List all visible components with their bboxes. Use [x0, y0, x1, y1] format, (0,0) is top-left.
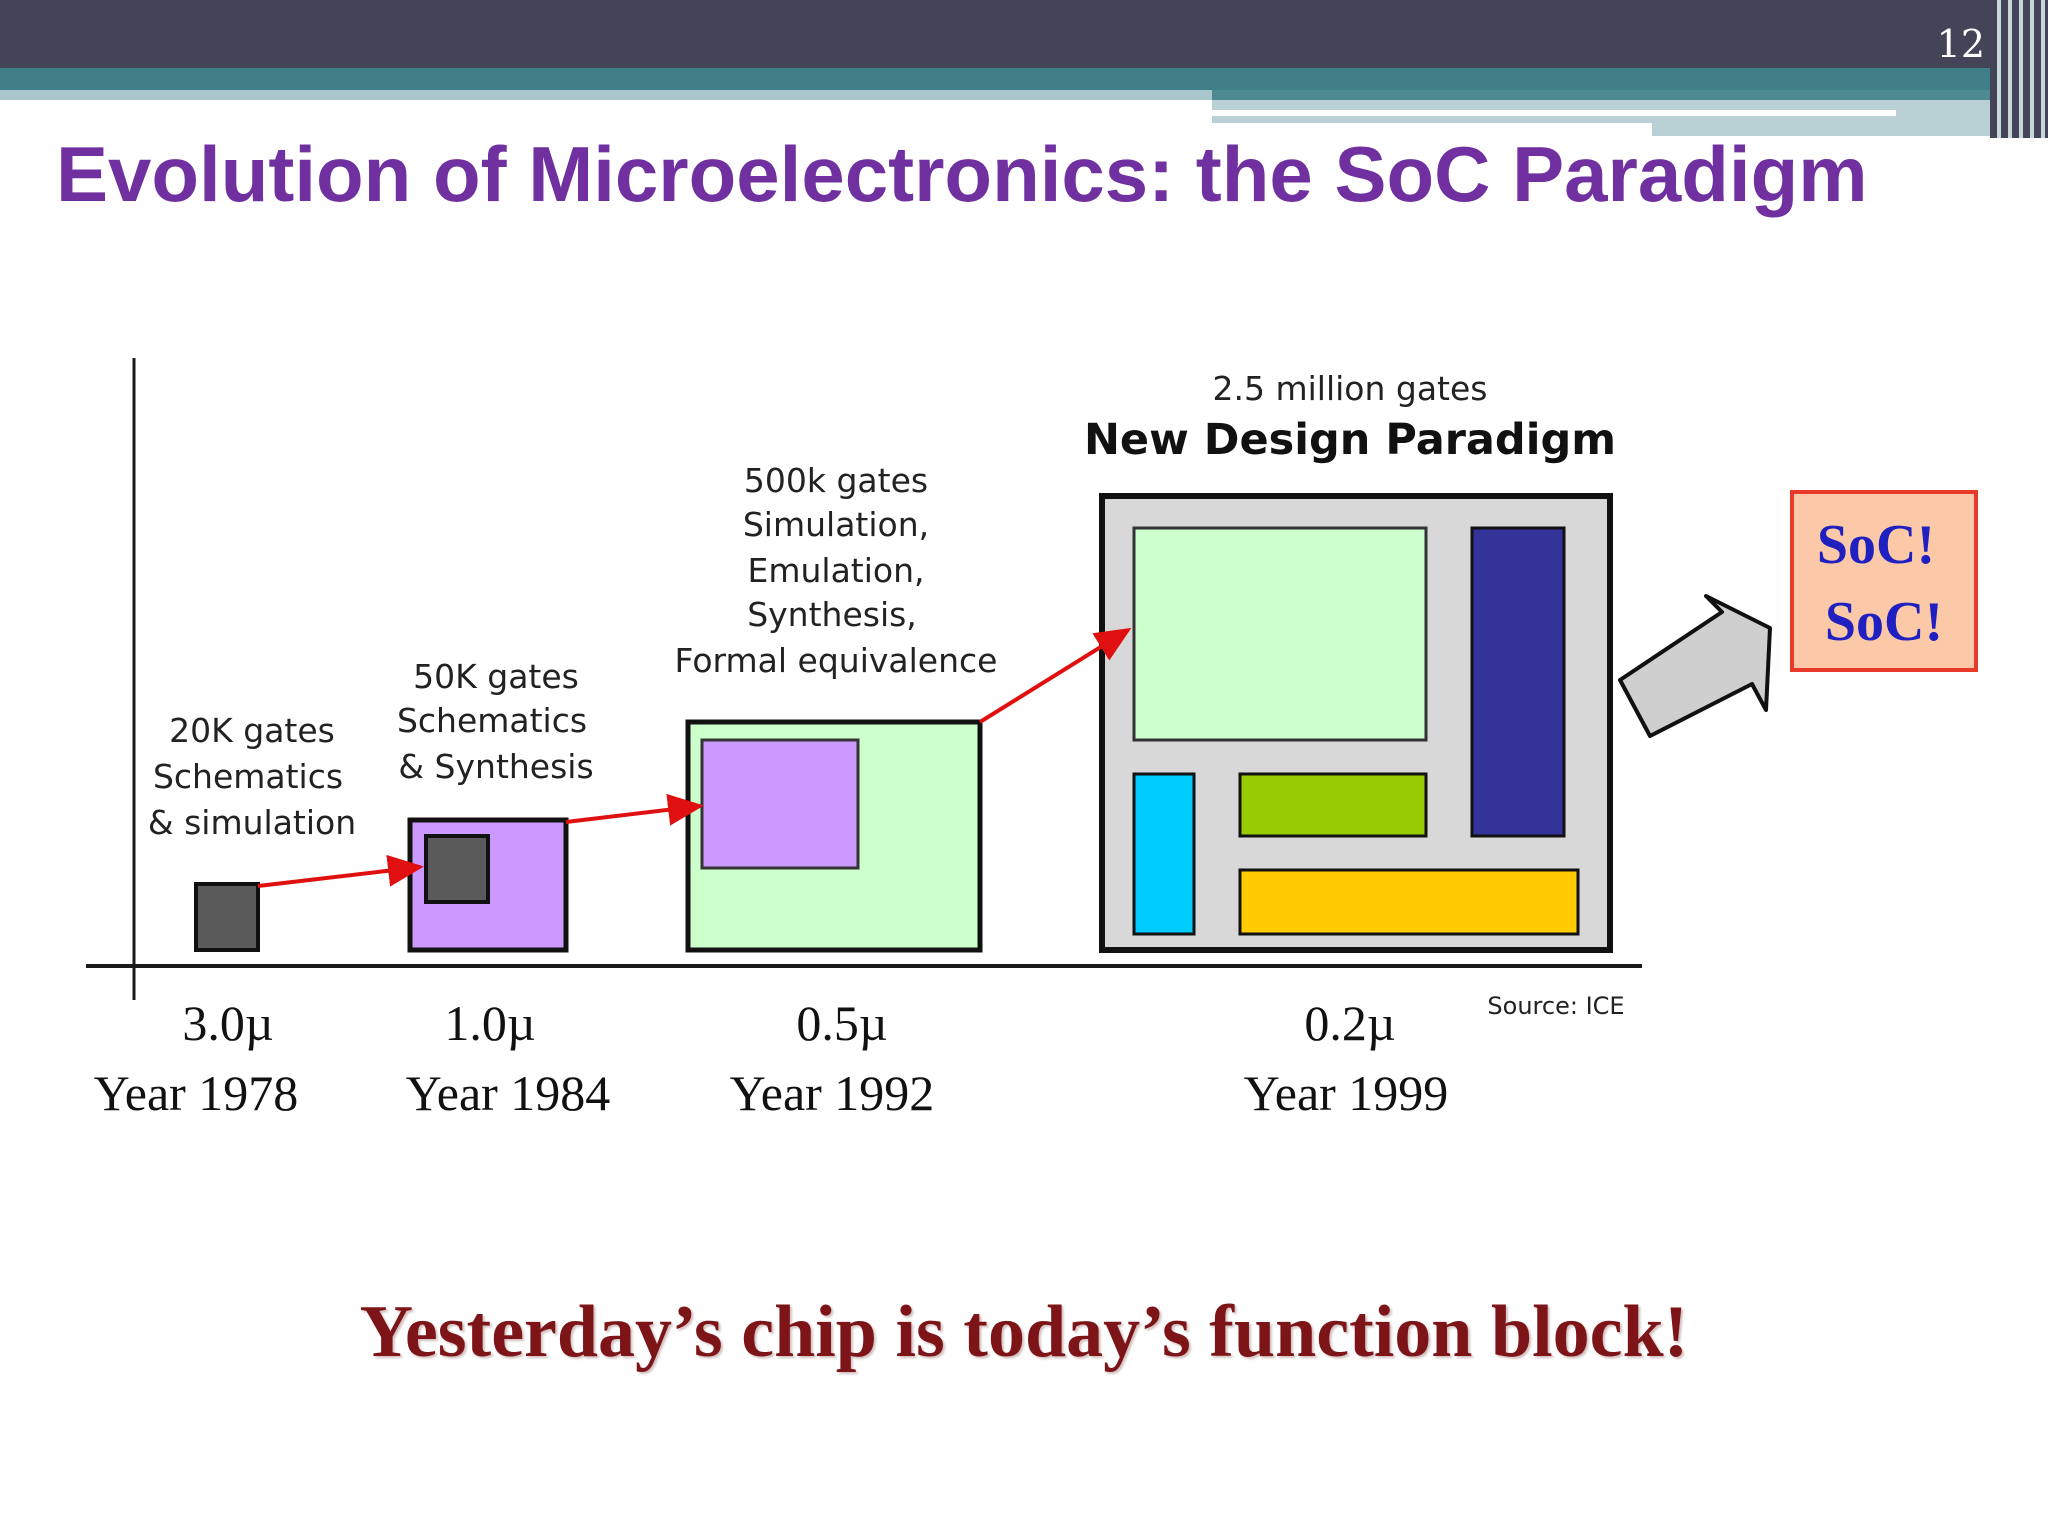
stage-1978-method-2: & simulation: [148, 803, 356, 842]
year-1978: Year 1978: [94, 1065, 299, 1121]
top-bar: [0, 0, 2048, 68]
chip-1992-core: [700, 738, 860, 870]
soc-callout-box: [1790, 490, 1978, 672]
header-band: [0, 68, 1990, 90]
evolution-arrow-1: [257, 854, 424, 888]
stage-1999-gates: 2.5 million gates: [1213, 369, 1488, 408]
soc-callout-line-2: SoC!: [1825, 591, 1943, 653]
year-1999: Year 1999: [1244, 1065, 1449, 1121]
process-1999: 0.2µ: [1304, 995, 1395, 1051]
soc-block-navy: [1470, 526, 1566, 838]
stage-1978-method-1: Schematics: [153, 757, 343, 796]
evolution-arrow-2: [565, 793, 704, 826]
stage-1984-method-1: Schematics: [397, 701, 587, 740]
header-band-light: [0, 90, 1212, 100]
soc-block-green: [1132, 526, 1428, 742]
process-1984: 1.0µ: [444, 995, 535, 1051]
tagline: Yesterday’s chip is today’s function blo…: [359, 1291, 1689, 1373]
process-1978: 3.0µ: [182, 995, 273, 1051]
soc-block-yellow: [1238, 868, 1580, 936]
slide-title: Evolution of Microelectronics: the SoC P…: [56, 130, 1868, 218]
stage-1992-method-3: Synthesis,: [747, 595, 917, 634]
header-band-line: [1212, 110, 1896, 116]
year-1984: Year 1984: [406, 1065, 611, 1121]
evolution-arrow-3: [978, 627, 1132, 724]
chip-1978: [194, 882, 260, 952]
stage-1992-gates: 500k gates: [744, 461, 928, 500]
source-credit: Source: ICE: [1487, 992, 1624, 1020]
stage-1978-gates: 20K gates: [169, 711, 335, 750]
soc-block-cyan: [1132, 772, 1196, 936]
stage-1984-method-2: & Synthesis: [398, 747, 593, 786]
soc-callout-line-1: SoC!: [1817, 514, 1935, 576]
process-1992: 0.5µ: [796, 995, 887, 1051]
header-stripes: [1990, 0, 2048, 138]
stage-1984-gates: 50K gates: [413, 657, 579, 696]
stage-1992-method-2: Emulation,: [747, 551, 924, 590]
soc-big-arrow: [1618, 594, 1772, 738]
year-1992: Year 1992: [730, 1065, 935, 1121]
header-band-right: [1212, 90, 2012, 100]
stage-1992-method-1: Simulation,: [743, 505, 929, 544]
stage-1992-method-4: Formal equivalence: [675, 641, 998, 680]
stage-1999-heading: New Design Paradigm: [1084, 415, 1616, 465]
page-number: 12: [1936, 22, 1985, 66]
chip-1984-core: [424, 834, 490, 904]
header-band-line-2: [1212, 123, 1652, 139]
soc-block-lime: [1238, 772, 1428, 838]
